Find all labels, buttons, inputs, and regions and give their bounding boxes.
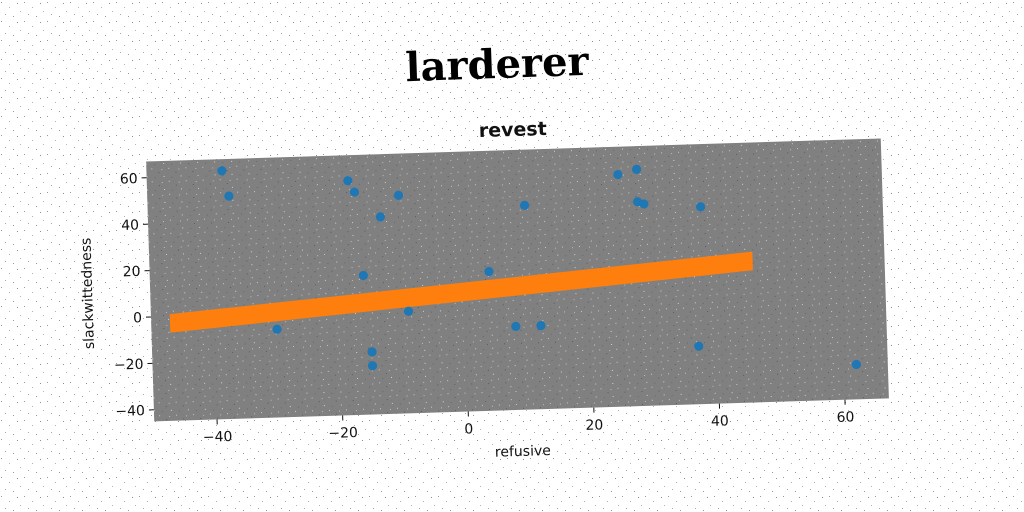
scatter-point (696, 202, 706, 212)
y-tick-label: 20 (122, 264, 140, 281)
scatter-point (639, 199, 649, 209)
scatter-point (393, 190, 404, 201)
axes: −40 −20 0 20 40 60 −40 −20 0 20 40 60 revest refusi… (78, 118, 889, 461)
orange-band (169, 251, 753, 333)
scatter-point (367, 361, 378, 371)
scatter-point (511, 321, 521, 332)
y-tick-label: 60 (120, 171, 138, 188)
y-tick-label: −40 (115, 403, 145, 420)
scatter-point (403, 306, 414, 316)
x-tick-label: 20 (585, 417, 603, 434)
x-tick-label: 0 (464, 421, 473, 437)
scatter-point (224, 191, 234, 201)
scatter-point (358, 270, 368, 281)
y-tick-label: 0 (133, 310, 142, 326)
scatter-point (343, 176, 353, 186)
x-tick-label: 40 (711, 413, 729, 430)
axes-title: revest (478, 118, 547, 142)
scatter-point (375, 212, 385, 222)
x-tick-label: 60 (836, 409, 854, 426)
y-axis-label: slackwittedness (78, 237, 97, 349)
scatter-point (851, 359, 862, 370)
scatter-point (367, 347, 377, 357)
scatter-point (536, 321, 546, 331)
figure-suptitle: larderer (405, 38, 591, 91)
x-axis-label: refusive (495, 443, 551, 461)
scatter-point (217, 166, 227, 176)
scatter-point (519, 200, 530, 210)
x-tick-label: −20 (328, 425, 358, 442)
y-tick-label: −20 (114, 357, 144, 374)
scatter-point (613, 169, 623, 180)
scatter-point (349, 187, 360, 197)
scatter-point (631, 164, 642, 174)
ticks-layer: −40 −20 0 20 40 60 −40 −20 0 20 40 60 (114, 171, 855, 446)
scatter-point (694, 341, 704, 351)
marks-layer (169, 164, 862, 371)
y-tick-label: 40 (121, 217, 139, 234)
scatter-point (484, 266, 494, 277)
scatter-point (272, 324, 282, 334)
x-tick-label: −40 (203, 429, 233, 446)
